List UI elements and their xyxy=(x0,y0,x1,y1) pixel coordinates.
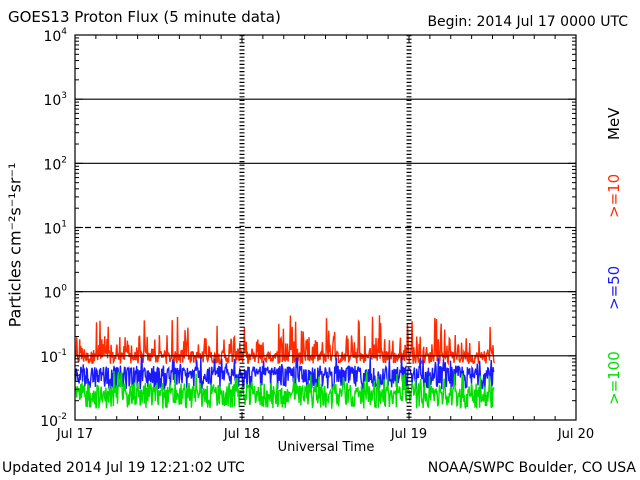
y-tick-label: 10-2 xyxy=(40,412,67,430)
x-axis-label: Universal Time xyxy=(277,440,375,455)
y-tick-label: 101 xyxy=(43,220,67,238)
credit-label: NOAA/SWPC Boulder, CO USA xyxy=(427,460,636,476)
legend-entry-ge50: >=50 xyxy=(605,265,623,310)
legend-entry-ge100: >=100 xyxy=(605,351,623,405)
y-tick-label: 103 xyxy=(43,91,67,109)
series-line-1 xyxy=(74,356,495,390)
x-tick-label: Jul 18 xyxy=(223,427,260,442)
series-line-0 xyxy=(74,315,495,366)
y-tick-label: 104 xyxy=(43,27,67,45)
series-line-2 xyxy=(74,370,495,410)
legend-entry-ge10: >=10 xyxy=(605,173,623,218)
y-tick-label: 10-1 xyxy=(40,348,67,366)
x-tick-label: Jul 19 xyxy=(390,427,427,442)
chart-title: GOES13 Proton Flux (5 minute data) xyxy=(8,8,281,26)
y-axis-label-wrap: Particles cm⁻²s⁻¹sr⁻¹ xyxy=(4,130,26,360)
begin-time-label: Begin: 2014 Jul 17 0000 UTC xyxy=(427,14,628,30)
updated-timestamp: Updated 2014 Jul 19 12:21:02 UTC xyxy=(2,460,245,476)
x-tick-label: Jul 20 xyxy=(557,427,594,442)
y-tick-label: 100 xyxy=(43,284,67,302)
y-tick-label: 102 xyxy=(43,155,67,173)
y-axis-label: Particles cm⁻²s⁻¹sr⁻¹ xyxy=(5,162,25,328)
legend-unit: MeV xyxy=(605,107,623,140)
x-tick-label: Jul 17 xyxy=(56,427,93,442)
